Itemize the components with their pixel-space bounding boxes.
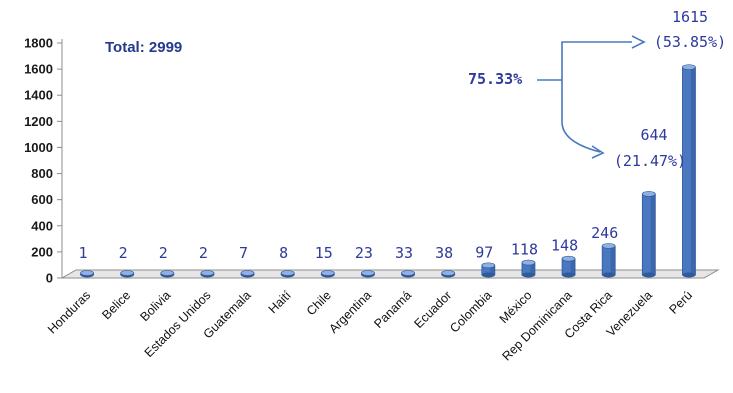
bar-top [401,270,415,276]
bar-side-shade [490,265,495,275]
category-label: Argentina [326,288,374,336]
annotation-arrowhead-peru [631,35,646,49]
bar [240,270,255,278]
bar-top [481,262,496,269]
data-labels: 1 2 2 2 7 8 15 23 33 38 97 118 148 246 [79,224,619,262]
bar-base [602,272,616,278]
category-label: México [497,288,535,326]
bar-top [280,270,295,276]
y-tick-label: 1600 [24,62,53,77]
data-label: 2 [159,244,168,262]
bar [361,270,375,278]
bar [441,270,456,278]
bar-base [682,272,696,278]
category-label: Chile [304,288,334,318]
y-tick-label: 1400 [24,88,53,103]
chart-axes [60,39,720,279]
bar [682,64,696,278]
bar [561,255,576,278]
data-label: 7 [239,244,248,262]
chart-floor [60,269,720,279]
bar-side-shade [690,67,696,276]
bar-top [160,270,175,276]
annotation-bracket-line [537,41,632,153]
data-label: 118 [511,241,538,259]
bar [320,270,335,278]
bar [481,262,496,278]
bar-side-shade [650,193,656,275]
bar-top [80,270,94,276]
bar [601,243,616,278]
data-label: 246 [591,224,618,242]
bar-base [481,272,495,278]
bar-top [441,270,455,276]
bar [401,270,415,278]
data-label: 2 [199,244,208,262]
bar-base [521,272,535,278]
y-tick-label: 200 [31,244,53,259]
bar-top [120,270,134,276]
bar-base [642,272,656,278]
category-label: Belice [99,288,133,322]
bar-top [240,270,255,276]
bar-base [562,272,576,278]
y-tick-label: 600 [31,192,53,207]
y-tick-label: 0 [46,271,53,286]
bar-top [321,270,335,276]
bar [160,270,175,278]
bar-side-shade [610,245,616,275]
category-label: Honduras [45,288,93,336]
bar-top [601,243,616,249]
bar-top [642,191,656,197]
category-label: Bolivia [137,288,173,324]
category-label: Colombia [447,288,494,335]
bar [80,270,94,278]
category-label: Panamá [371,288,414,331]
annotation-peru-pct: (53.85%) [654,33,726,51]
bar [120,270,135,278]
y-tick-label: 1000 [24,140,53,155]
bar-top [561,255,576,262]
data-label: 1 [79,244,88,262]
data-label: 38 [435,244,453,262]
annotation-peru-value: 1615 [672,8,708,26]
total-label: Total: 2999 [105,39,182,56]
bar-top [521,259,536,266]
bar-top [200,270,215,276]
bar [200,270,215,278]
chart-bars [80,64,696,278]
data-label: 23 [355,244,373,262]
bar [641,191,656,278]
annotation-arrowhead-venezuela [591,145,605,159]
data-label: 97 [475,243,493,261]
data-label: 15 [315,244,333,262]
annotation-venezuela-value: 644 [640,126,667,144]
y-tick-label: 1800 [24,36,53,51]
annotation-percentage: 75.33% [468,70,522,88]
data-label: 33 [395,244,413,262]
bar-side-shade [570,258,576,275]
data-label: 148 [551,237,578,255]
category-label: Haití [266,288,294,316]
y-tick-label: 400 [31,218,53,233]
annotation-venezuela-pct: (21.47%) [614,152,686,170]
data-label: 8 [279,244,288,262]
bar-top [361,270,375,276]
y-axis-ticks: 0 200 400 600 800 1000 1200 1400 1600 1800 [24,36,62,286]
data-label: 2 [119,244,128,262]
bar-top [682,64,696,70]
bar [521,259,536,278]
category-label: Perú [666,288,695,317]
category-label: Rep Dominicana [499,288,574,363]
annotation-group: 75.33% 1615 (53.85%) 644 (21.47%) [468,8,726,170]
bar [280,270,295,278]
y-tick-label: 800 [31,166,53,181]
bar-side-shade [530,262,535,275]
y-tick-label: 1200 [24,114,53,129]
